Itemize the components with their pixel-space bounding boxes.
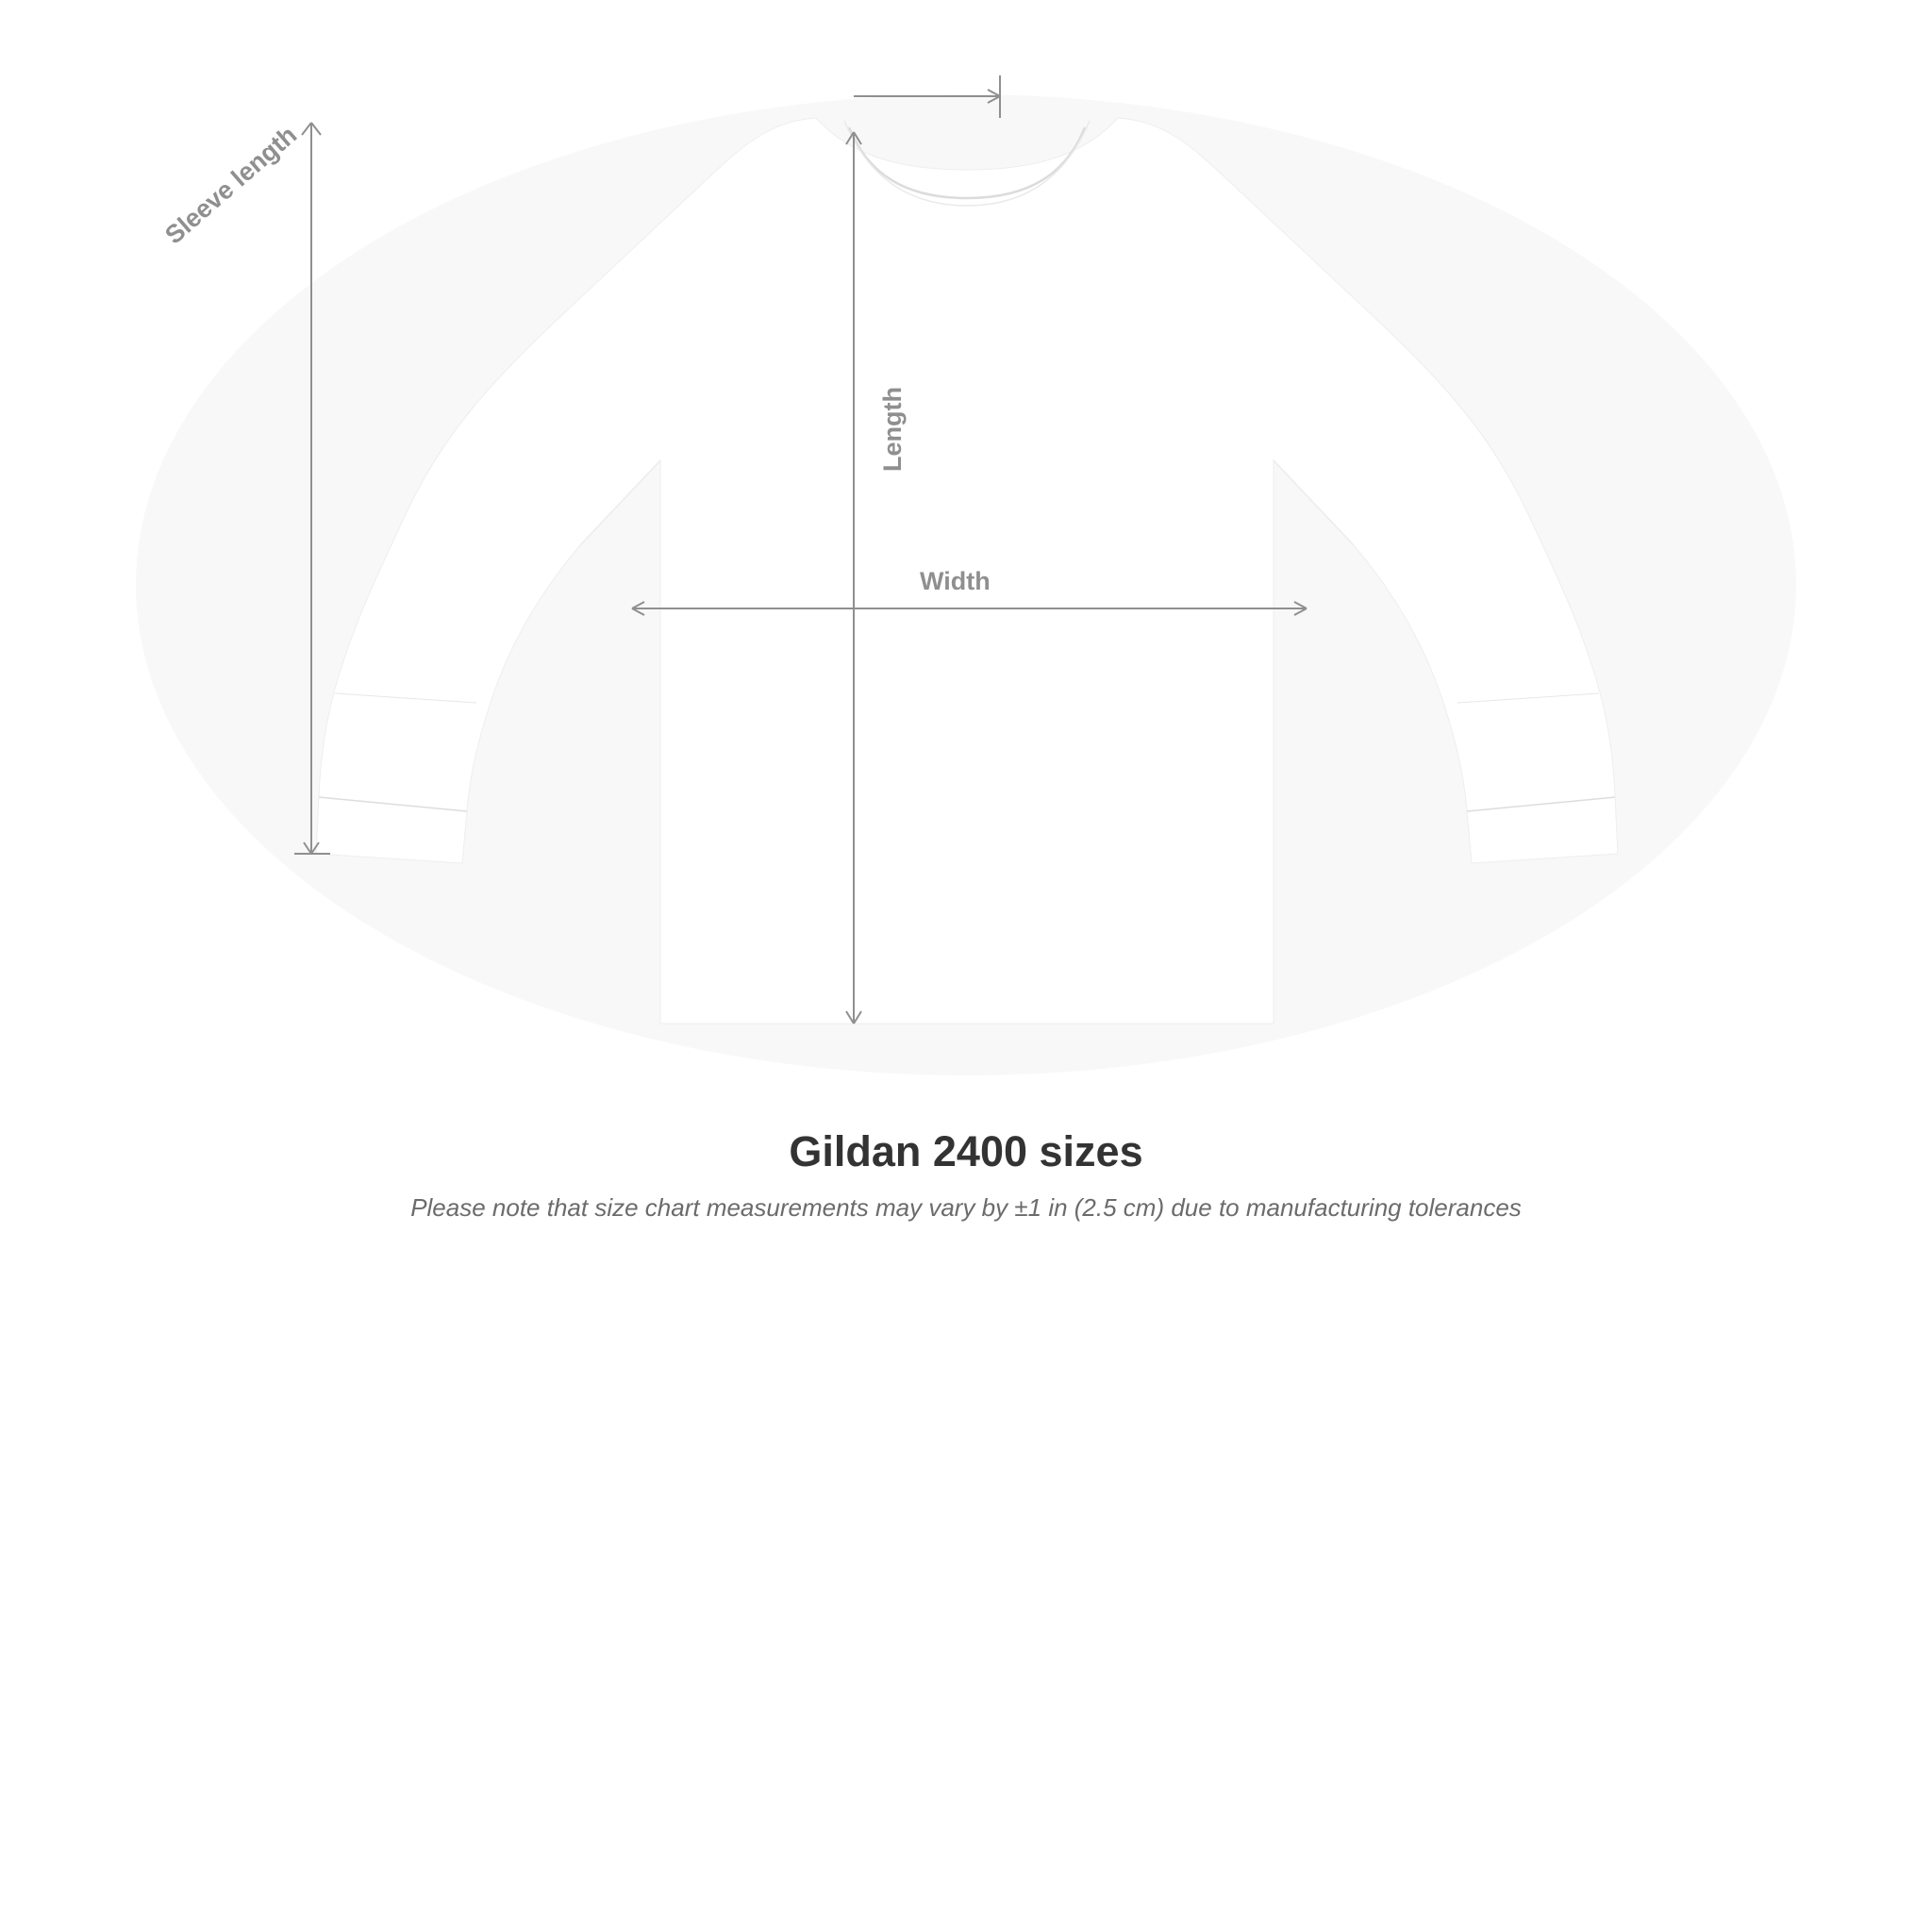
svg-text:Width: Width — [920, 567, 991, 595]
svg-text:Length: Length — [878, 387, 907, 472]
svg-text:Sleeve length: Sleeve length — [159, 121, 302, 250]
